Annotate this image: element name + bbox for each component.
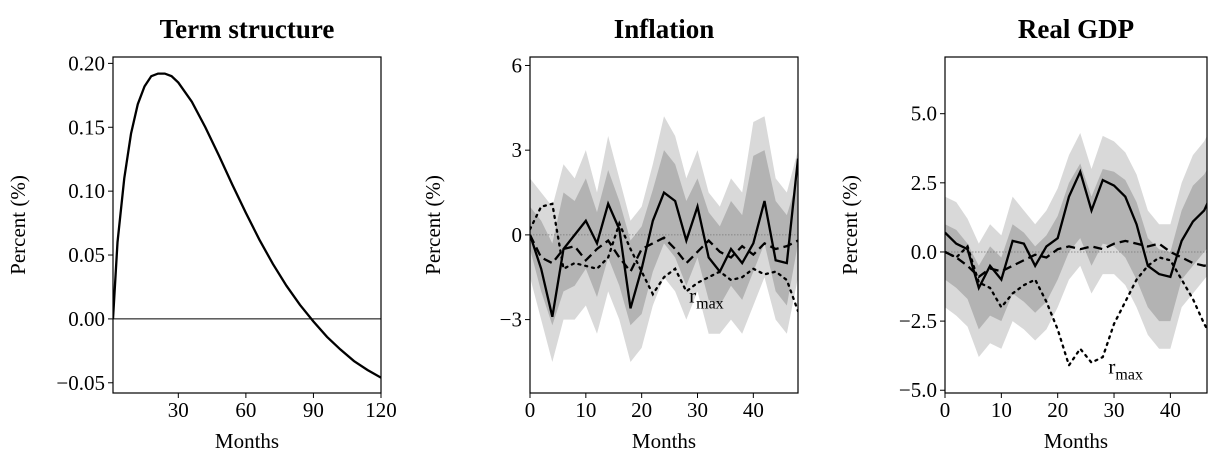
annotation-subscript: max xyxy=(1115,367,1143,384)
axes-frame xyxy=(112,56,382,394)
y-tick-label: 0.0 xyxy=(911,240,937,264)
annotation-subscript: max xyxy=(696,296,724,313)
x-tick-label: 20 xyxy=(1047,398,1068,422)
chart-title: Inflation xyxy=(614,14,715,44)
panel: 30 60 90 120 −0.05 0.00 0.05 0.10 0.15 0.20 Term s… xyxy=(6,14,397,453)
series-line xyxy=(530,158,798,318)
x-tick-label: 30 xyxy=(687,398,708,422)
y-tick-label: −2.5 xyxy=(899,309,937,333)
band xyxy=(945,133,1207,358)
x-axis-label: Months xyxy=(215,429,279,453)
x-tick-label: 30 xyxy=(1104,398,1125,422)
x-tick-label: 60 xyxy=(235,398,256,422)
y-tick-label: −0.05 xyxy=(56,371,105,395)
series-line xyxy=(945,168,1207,292)
panel: 0 10 20 30 40 −5.0 −2.5 0.0 2.5 5.0 Real GDP Months… xyxy=(838,14,1208,453)
x-tick-label: 40 xyxy=(743,398,764,422)
x-axis-label: Months xyxy=(632,429,696,453)
plot-area xyxy=(113,72,381,379)
plot-area xyxy=(945,133,1207,368)
y-tick-label: 6 xyxy=(512,53,523,77)
axes-frame xyxy=(944,56,1208,394)
y-tick-label: −3 xyxy=(500,308,522,332)
x-tick-label: 0 xyxy=(525,398,536,422)
annotation-text: r xyxy=(689,284,696,308)
chart-title: Term structure xyxy=(160,14,335,44)
series-line xyxy=(530,234,798,274)
y-tick-label: 2.5 xyxy=(911,171,937,195)
axes-frame xyxy=(529,56,799,394)
plot-area xyxy=(530,116,798,362)
y-tick-label: 5.0 xyxy=(911,102,937,126)
annotation: rmax xyxy=(689,284,724,313)
x-tick-label: 20 xyxy=(631,398,652,422)
y-axis-label: Percent (%) xyxy=(6,175,30,275)
x-tick-label: 40 xyxy=(1160,398,1181,422)
y-tick-label: 3 xyxy=(512,138,523,162)
x-tick-label: 10 xyxy=(991,398,1012,422)
x-tick-label: 120 xyxy=(365,398,397,422)
annotation-text: r xyxy=(1108,355,1115,379)
y-tick-label: −5.0 xyxy=(899,378,937,402)
series-line xyxy=(945,239,1207,279)
chart-title: Real GDP xyxy=(1018,14,1134,44)
y-axis-label: Percent (%) xyxy=(421,175,445,275)
annotation: rmax xyxy=(1108,355,1143,384)
band xyxy=(945,163,1207,330)
y-tick-label: 0.00 xyxy=(68,307,105,331)
panel: 0 10 20 30 40 −3 0 3 6 Inflation Months Percent (%)… xyxy=(421,14,799,453)
y-tick-label: 0.15 xyxy=(68,115,105,139)
x-tick-label: 0 xyxy=(940,398,951,422)
y-tick-label: 0.05 xyxy=(68,243,105,267)
x-axis-label: Months xyxy=(1044,429,1108,453)
x-tick-label: 30 xyxy=(168,398,189,422)
series-line xyxy=(113,72,381,379)
series-line xyxy=(530,202,798,313)
y-tick-label: 0.20 xyxy=(68,51,105,75)
y-tick-label: 0 xyxy=(512,223,523,247)
y-axis-label: Percent (%) xyxy=(838,175,862,275)
x-tick-label: 90 xyxy=(303,398,324,422)
x-tick-label: 10 xyxy=(575,398,596,422)
series-line xyxy=(945,244,1207,368)
y-tick-label: 0.10 xyxy=(68,179,105,203)
